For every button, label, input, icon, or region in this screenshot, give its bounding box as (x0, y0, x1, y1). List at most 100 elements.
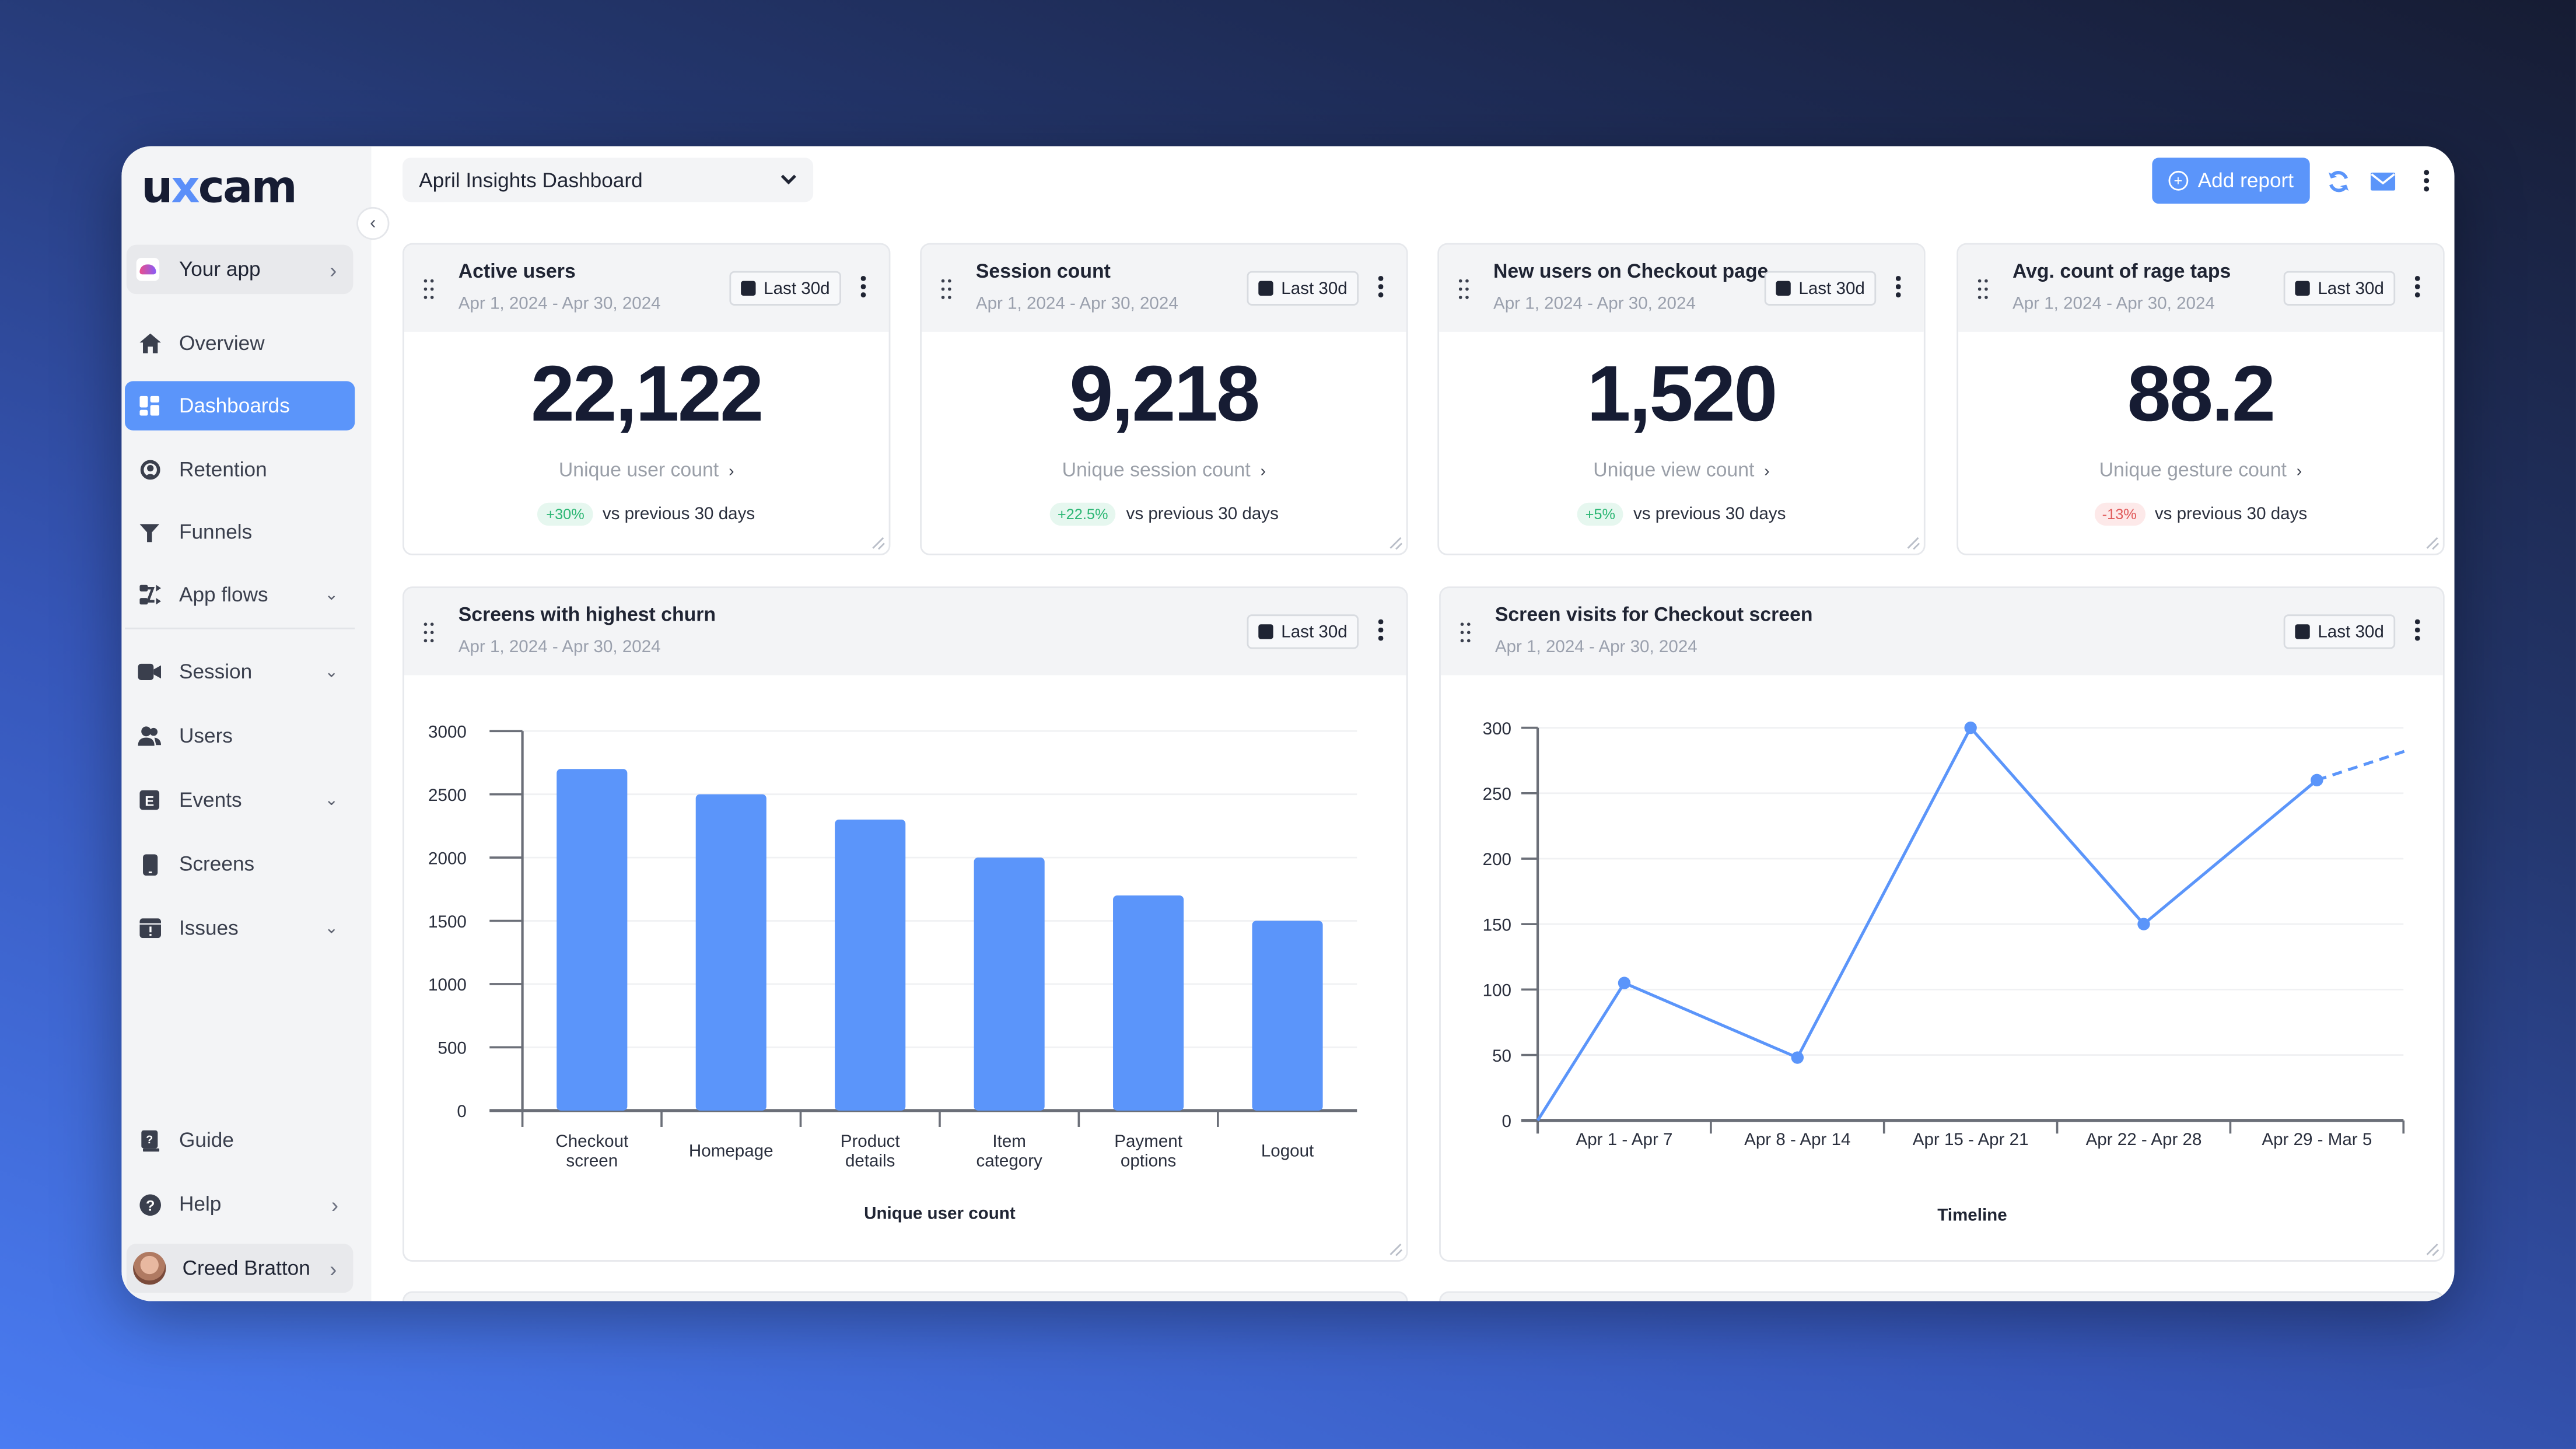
calendar-icon (1258, 624, 1273, 639)
sidebar-item-users[interactable]: Users (125, 711, 355, 760)
resize-handle-icon[interactable] (2425, 536, 2438, 549)
sidebar-item-retention[interactable]: Retention (125, 445, 355, 494)
dashboard-select-value: April Insights Dashboard (419, 168, 643, 192)
sidebar-item-label: Overview (178, 331, 265, 355)
metric-label: Unique view count (1593, 458, 1755, 482)
metric-value: 22,122 (530, 351, 764, 439)
line-chart: 0 50 100 150 200 250 300 Apr 1 - Apr 7 Apr 8 - A… (1483, 719, 2409, 1225)
date-range-button[interactable]: Last 30d (1764, 271, 1877, 306)
resize-handle-icon[interactable] (2425, 1242, 2438, 1255)
card-title: New users on Checkout page (1493, 259, 1769, 283)
calendar-icon (2294, 281, 2310, 296)
bar[interactable] (695, 794, 766, 1111)
sidebar-item-events[interactable]: E Events ⌄ (125, 775, 355, 824)
svg-text:Apr 29 - Mar 5: Apr 29 - Mar 5 (2262, 1130, 2372, 1149)
collapse-sidebar-button[interactable]: ‹ (356, 206, 390, 240)
metric-label: Unique session count (1062, 458, 1251, 482)
user-profile-button[interactable]: Creed Bratton › (126, 1243, 354, 1293)
resize-handle-icon[interactable] (871, 536, 884, 549)
next-row-card (1439, 1291, 2445, 1301)
svg-text:50: 50 (1492, 1046, 1511, 1066)
calendar-icon (1258, 281, 1273, 296)
sidebar-item-app-flows[interactable]: App flows ⌄ (125, 570, 355, 619)
chevron-down-icon: ⌄ (324, 791, 339, 810)
app-switcher[interactable]: Your app › (126, 244, 354, 295)
bar[interactable] (974, 858, 1045, 1111)
date-range-button[interactable]: Last 30d (729, 271, 841, 306)
change-badge: +22.5% (1049, 502, 1116, 526)
date-range-button[interactable]: Last 30d (2283, 614, 2396, 649)
svg-text:Apr 1 - Apr 7: Apr 1 - Apr 7 (1576, 1130, 1672, 1149)
drag-handle-icon[interactable] (424, 622, 434, 642)
svg-text:Apr 8 - Apr 14: Apr 8 - Apr 14 (1744, 1130, 1850, 1149)
sidebar-item-overview[interactable]: Overview (125, 318, 355, 368)
flows-icon (138, 583, 161, 606)
sidebar-item-guide[interactable]: ? Guide (125, 1115, 355, 1164)
comparison: +5% vs previous 30 days (1439, 502, 1924, 526)
card-menu-icon[interactable] (2414, 619, 2420, 642)
svg-text:?: ? (145, 1133, 152, 1146)
card-menu-icon[interactable] (860, 276, 866, 299)
metric-link[interactable]: Unique gesture count › (1958, 459, 2443, 481)
app-icon (136, 258, 160, 281)
sidebar-item-screens[interactable]: Screens (125, 839, 355, 888)
resize-handle-icon[interactable] (1388, 536, 1402, 549)
card-header: Avg. count of rage taps Apr 1, 2024 - Apr… (1958, 244, 2443, 332)
data-point[interactable] (2137, 918, 2150, 930)
comparison: -13% vs previous 30 days (1958, 502, 2443, 526)
change-badge: -13% (2094, 502, 2145, 526)
drag-handle-icon[interactable] (424, 279, 434, 299)
more-vertical-icon[interactable] (2412, 166, 2441, 195)
add-report-button[interactable]: + Add report (2152, 158, 2310, 204)
sidebar-item-issues[interactable]: Issues ⌄ (125, 904, 355, 953)
svg-text:options: options (1121, 1152, 1176, 1171)
card-header: New users on Checkout page Apr 1, 2024 - … (1439, 244, 1924, 332)
svg-text:0: 0 (457, 1102, 466, 1121)
drag-handle-icon[interactable] (1460, 622, 1471, 642)
data-point[interactable] (1964, 721, 1977, 734)
date-range-button[interactable]: Last 30d (1247, 614, 1359, 649)
svg-text:Product: Product (841, 1132, 900, 1151)
drag-handle-icon[interactable] (941, 279, 951, 299)
svg-text:screen: screen (566, 1152, 618, 1171)
date-range-button[interactable]: Last 30d (2283, 271, 2396, 306)
bar[interactable] (835, 820, 906, 1111)
data-point[interactable] (2311, 774, 2323, 787)
metric-link[interactable]: Unique session count › (922, 459, 1406, 481)
card-menu-icon[interactable] (1378, 276, 1383, 299)
bar[interactable] (556, 769, 628, 1111)
card-menu-icon[interactable] (1896, 276, 1901, 299)
card-menu-icon[interactable] (2414, 276, 2420, 299)
bar[interactable] (1113, 895, 1184, 1111)
resize-handle-icon[interactable] (1388, 1242, 1402, 1255)
sidebar-item-funnels[interactable]: Funnels (125, 508, 355, 556)
metric-link[interactable]: Unique user count › (404, 459, 889, 481)
svg-text:Unique user count: Unique user count (864, 1204, 1016, 1223)
refresh-icon[interactable] (2323, 166, 2353, 195)
data-point[interactable] (1618, 977, 1631, 989)
card-header: Screen visits for Checkout screen Apr 1, … (1440, 588, 2443, 676)
date-range-button[interactable]: Last 30d (1247, 271, 1359, 306)
date-range-label: Last 30d (1281, 278, 1348, 299)
sidebar-item-dashboards[interactable]: Dashboards (125, 381, 355, 430)
sidebar-item-help[interactable]: ? Help › (125, 1180, 355, 1228)
next-row-card (402, 1291, 1408, 1301)
svg-text:0: 0 (1502, 1112, 1511, 1131)
card-menu-icon[interactable] (1378, 619, 1383, 642)
dashboard-select[interactable]: April Insights Dashboard (402, 158, 814, 202)
calendar-icon (740, 281, 756, 296)
uxcam-logo[interactable]: u x cam (141, 162, 298, 212)
card-title: Screen visits for Checkout screen (1494, 603, 1813, 626)
drag-handle-icon[interactable] (1458, 279, 1469, 299)
sidebar-item-session[interactable]: Session ⌄ (125, 648, 355, 696)
mail-icon[interactable] (2367, 166, 2397, 195)
sidebar-item-label: Session (178, 660, 253, 684)
card-date-range: Apr 1, 2024 - Apr 30, 2024 (458, 294, 661, 314)
svg-text:Logout: Logout (1261, 1142, 1314, 1161)
resize-handle-icon[interactable] (1906, 536, 1919, 549)
bar[interactable] (1252, 921, 1323, 1111)
metric-link[interactable]: Unique view count › (1439, 459, 1924, 481)
data-point[interactable] (1791, 1051, 1804, 1064)
drag-handle-icon[interactable] (1978, 279, 1988, 299)
